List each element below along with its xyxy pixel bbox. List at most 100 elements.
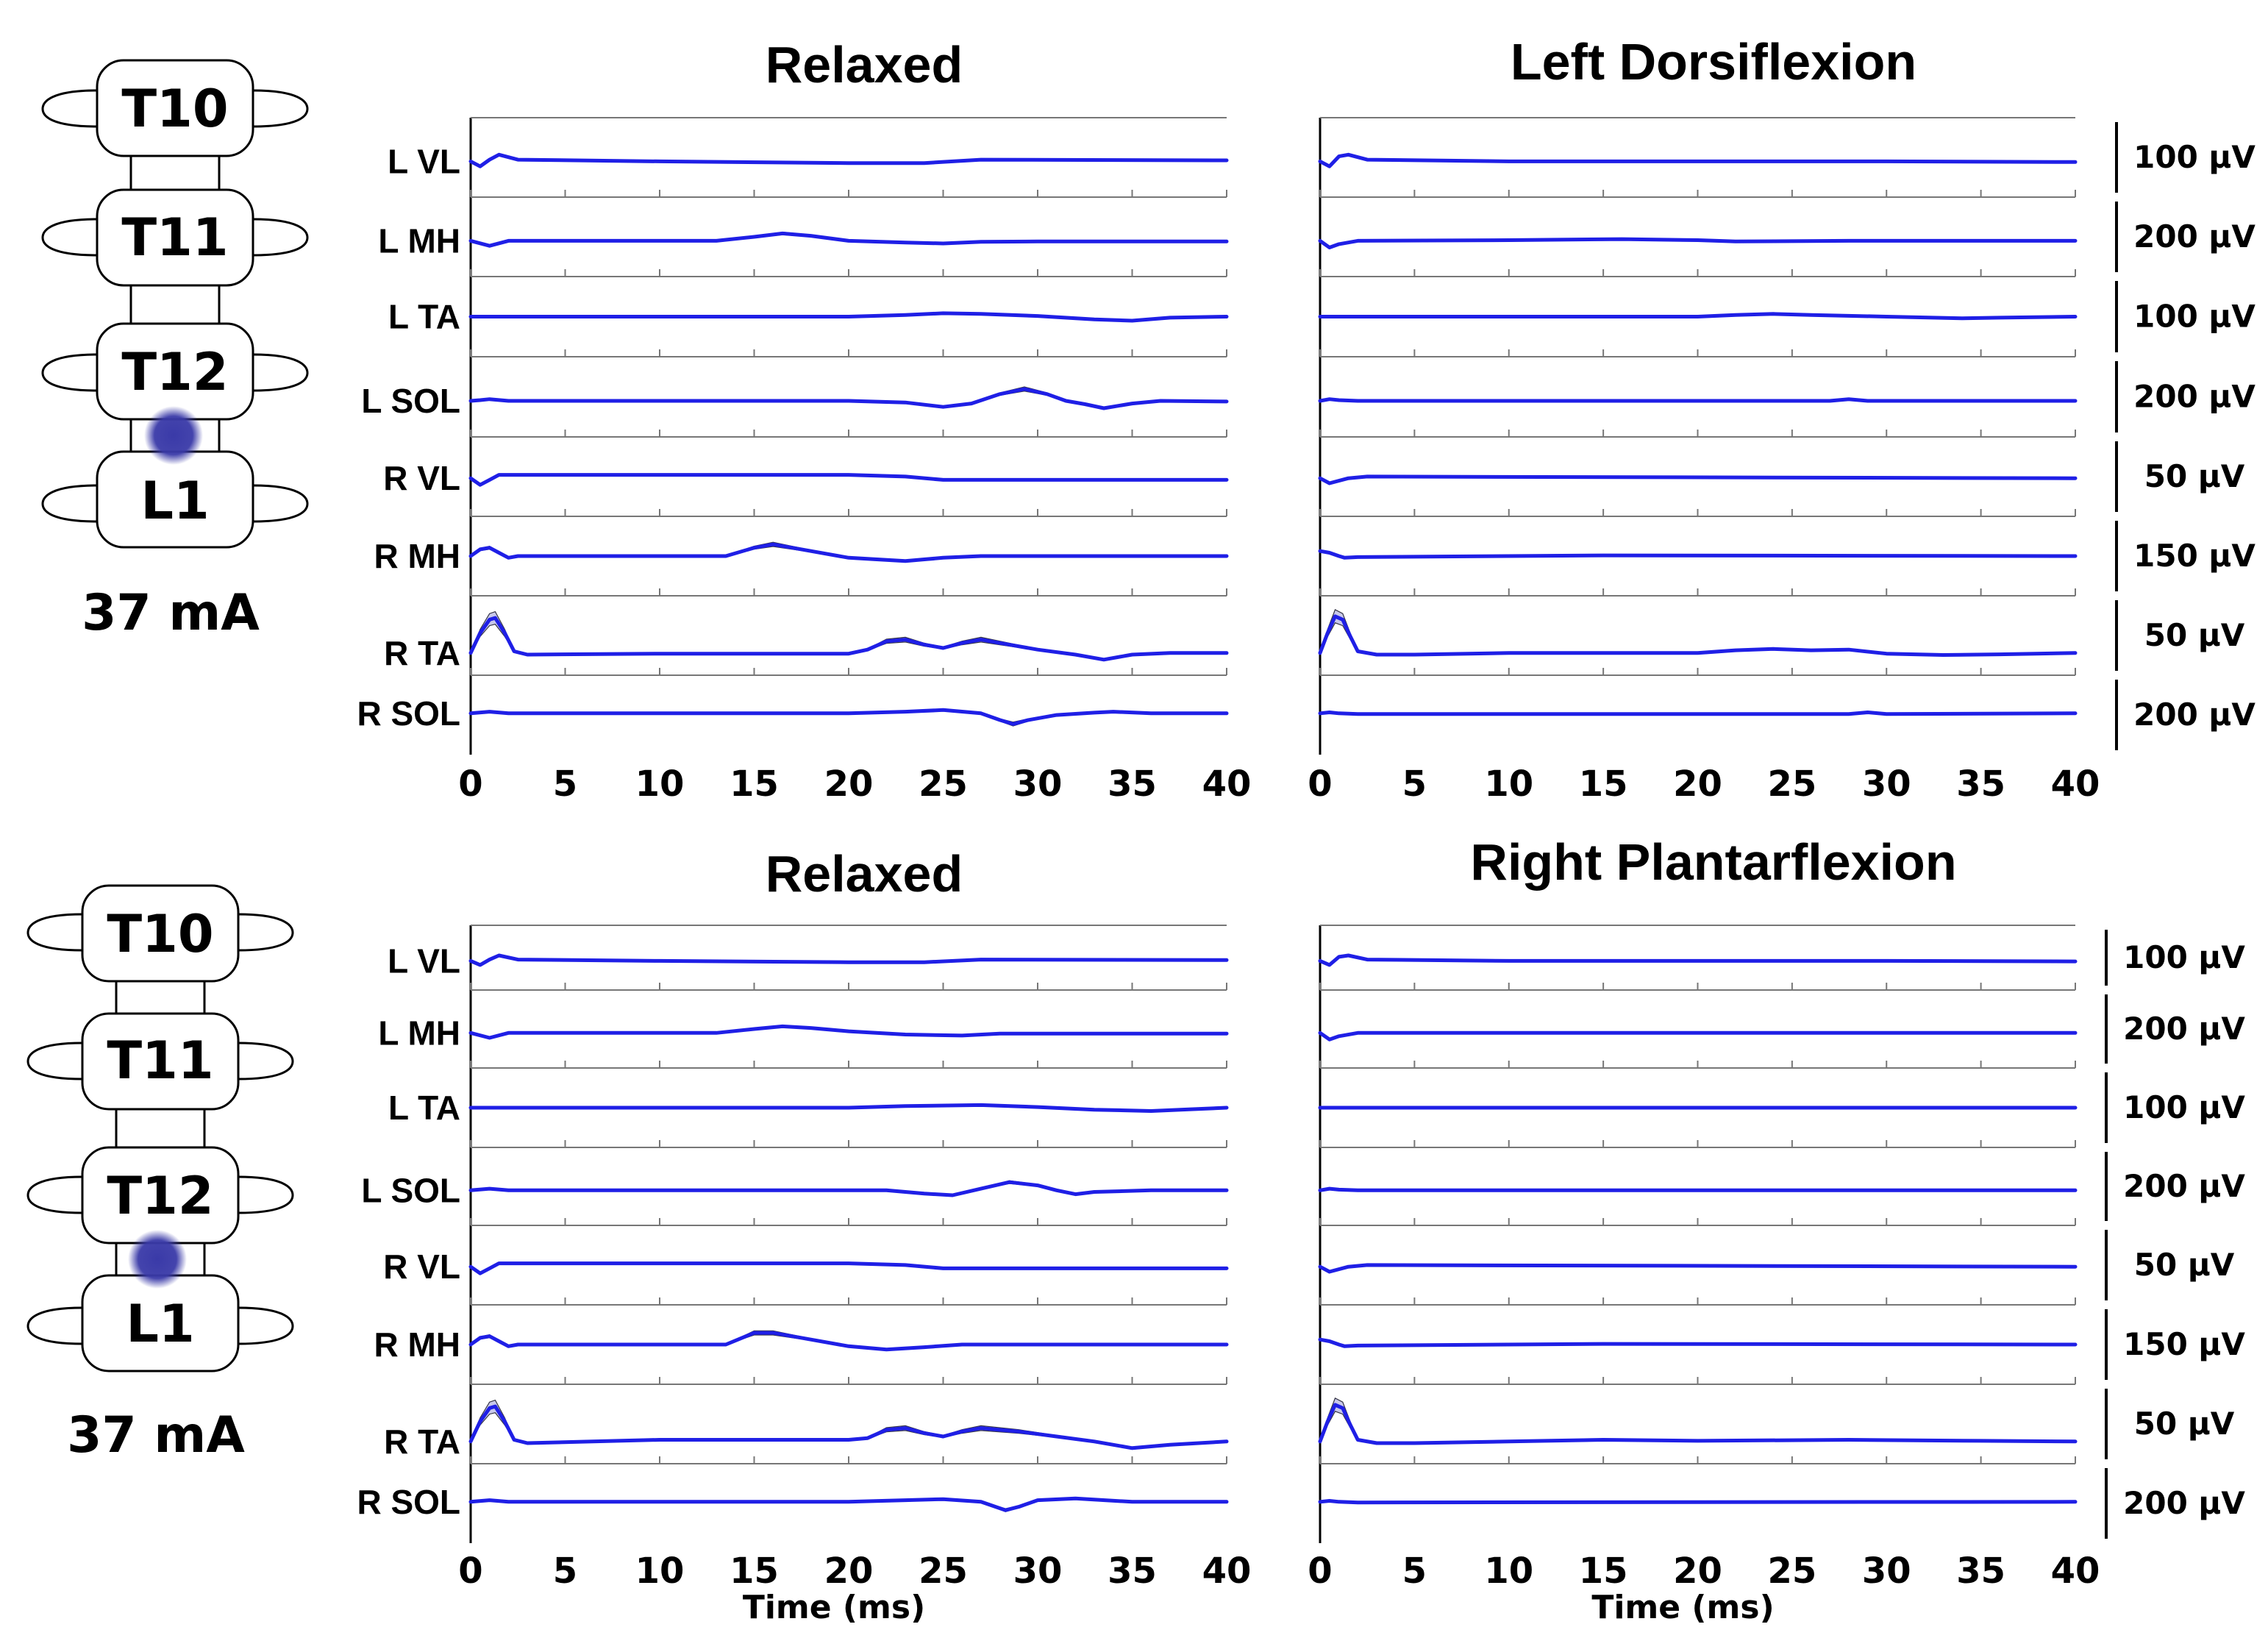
- vertebra-label: T10: [107, 904, 213, 964]
- vertebra-t12: T12: [41, 322, 309, 421]
- x-tick-label: 30: [1862, 763, 1911, 805]
- vertebra-t11: T11: [26, 1012, 294, 1111]
- x-tick-label: 5: [1402, 1550, 1427, 1592]
- channel-label: L TA: [388, 298, 460, 336]
- trace-l-mh: [468, 1024, 1229, 1040]
- scale-label: 100 µV: [2123, 1089, 2245, 1125]
- vertebra-t11: T11: [41, 188, 309, 287]
- scale-label: 200 µV: [2123, 1168, 2245, 1204]
- trace-l-sol: [468, 387, 1229, 410]
- scale-label: 200 µV: [2133, 379, 2255, 415]
- channel-label: L MH: [378, 1014, 460, 1052]
- channel-label: R MH: [374, 1325, 460, 1364]
- x-tick-label: 0: [458, 1550, 482, 1592]
- panel-title: Left Dorsiflexion: [1511, 33, 1916, 90]
- trace-l-vl: [468, 953, 1229, 967]
- x-tick-label: 30: [1013, 763, 1063, 805]
- vertebra-t12: T12: [26, 1146, 294, 1245]
- trace-band-r-ta: [1319, 609, 2076, 656]
- panel-title: Relaxed: [766, 36, 963, 93]
- spine-diagram-top: T10 T11 T12 L1 37 mA: [41, 59, 309, 642]
- x-tick-label: 10: [635, 1550, 685, 1592]
- x-tick-label: 15: [730, 763, 779, 805]
- vertebra-l1: L1: [26, 1274, 294, 1372]
- channel-label: R TA: [384, 1423, 460, 1461]
- x-tick-label: 40: [1202, 1550, 1252, 1592]
- vertebra-label: T11: [121, 207, 228, 268]
- vertebra-label: T12: [107, 1166, 213, 1226]
- vertebra-l1: L1: [41, 450, 309, 549]
- emg-panel-1: Relaxed L VL L MH L TA L SOL R VL R MH R TA R SO…: [357, 36, 1251, 805]
- channel-label: L SOL: [361, 1171, 460, 1209]
- x-axis-label: Time (ms): [743, 1589, 925, 1626]
- trace-l-vl: [1318, 953, 2078, 967]
- emg-panel-3: Relaxed L VL L MH L TA L SOL R VL R MH R TA R SO…: [357, 845, 1251, 1626]
- scale-label: 100 µV: [2133, 139, 2255, 175]
- trace-r-mh: [468, 542, 1229, 563]
- scale-label: 100 µV: [2123, 939, 2245, 975]
- trace-r-ta: [468, 616, 1229, 662]
- scale-label: 150 µV: [2123, 1326, 2245, 1362]
- trace-r-vl: [468, 473, 1229, 487]
- trace-l-vl: [468, 152, 1229, 168]
- scale-label: 200 µV: [2133, 218, 2255, 254]
- x-tick-label: 35: [1956, 1550, 2005, 1592]
- x-tick-label: 30: [1013, 1550, 1063, 1592]
- trace-band-r-ta: [1319, 1398, 2076, 1444]
- trace-l-sol: [468, 1180, 1229, 1197]
- trace-r-ta: [468, 1404, 1229, 1450]
- trace-r-sol: [468, 1496, 1229, 1512]
- channel-label: L VL: [388, 142, 460, 180]
- trace-l-ta: [1318, 312, 2078, 321]
- trace-l-vl: [1318, 152, 2078, 168]
- vertebra-label: T10: [121, 79, 228, 139]
- trace-r-sol: [1318, 1499, 2078, 1505]
- x-tick-label: 25: [919, 1550, 968, 1592]
- x-tick-label: 25: [1767, 1550, 1816, 1592]
- x-tick-label: 5: [1402, 763, 1427, 805]
- x-tick-label: 5: [553, 1550, 577, 1592]
- trace-r-mh: [468, 1331, 1229, 1352]
- trace-r-vl: [468, 1261, 1229, 1275]
- x-tick-label: 40: [2051, 1550, 2100, 1592]
- trace-r-ta: [1318, 614, 2078, 657]
- trace-l-sol: [1318, 397, 2078, 403]
- x-tick-label: 25: [919, 763, 968, 805]
- trace-l-mh: [468, 231, 1229, 248]
- x-tick-label: 10: [1484, 763, 1533, 805]
- x-tick-label: 35: [1956, 763, 2005, 805]
- trace-l-sol: [1318, 1186, 2078, 1192]
- stimulation-site-marker: [128, 1230, 187, 1289]
- emg-panel-2: Left Dorsiflexion 0 5 10 15 20 25 30 35 40 100 µV 2…: [1308, 33, 2255, 805]
- trace-l-ta: [468, 311, 1229, 323]
- x-tick-label: 20: [1673, 1550, 1722, 1592]
- vertebra-label: L1: [140, 471, 209, 531]
- stimulation-current-label: 37 mA: [67, 1406, 245, 1464]
- x-tick-label: 40: [2051, 763, 2100, 805]
- x-tick-label: 35: [1108, 763, 1157, 805]
- trace-r-sol: [1318, 711, 2078, 716]
- emg-panels: Relaxed L VL L MH L TA L SOL R VL R MH R TA R SO…: [357, 33, 2255, 1626]
- x-tick-label: 15: [1579, 1550, 1628, 1592]
- trace-r-ta: [1318, 1403, 2078, 1445]
- channel-label: L SOL: [361, 382, 460, 420]
- x-tick-label: 30: [1862, 1550, 1911, 1592]
- trace-l-mh: [1318, 237, 2078, 249]
- x-tick-label: 25: [1767, 763, 1816, 805]
- channel-label: R VL: [383, 459, 460, 497]
- x-tick-label: 5: [553, 763, 577, 805]
- channel-label: R MH: [374, 537, 460, 575]
- trace-l-ta: [468, 1103, 1229, 1113]
- trace-r-mh: [1318, 1337, 2078, 1348]
- x-tick-label: 0: [1308, 763, 1332, 805]
- channel-label: R VL: [383, 1247, 460, 1286]
- channel-label: R SOL: [357, 694, 460, 733]
- trace-band-l-sol: [470, 1180, 1227, 1197]
- panel-title: Right Plantarflexion: [1470, 833, 1956, 891]
- emg-panel-4: Right Plantarflexion 0 5 10 15 20 25 30 35 40 Time…: [1308, 833, 2245, 1626]
- channel-label: R TA: [384, 634, 460, 672]
- spine-diagram-bottom: T10 T11 T12 L1 37 mA: [26, 884, 294, 1464]
- x-tick-label: 10: [635, 763, 685, 805]
- scale-label: 50 µV: [2134, 1406, 2235, 1442]
